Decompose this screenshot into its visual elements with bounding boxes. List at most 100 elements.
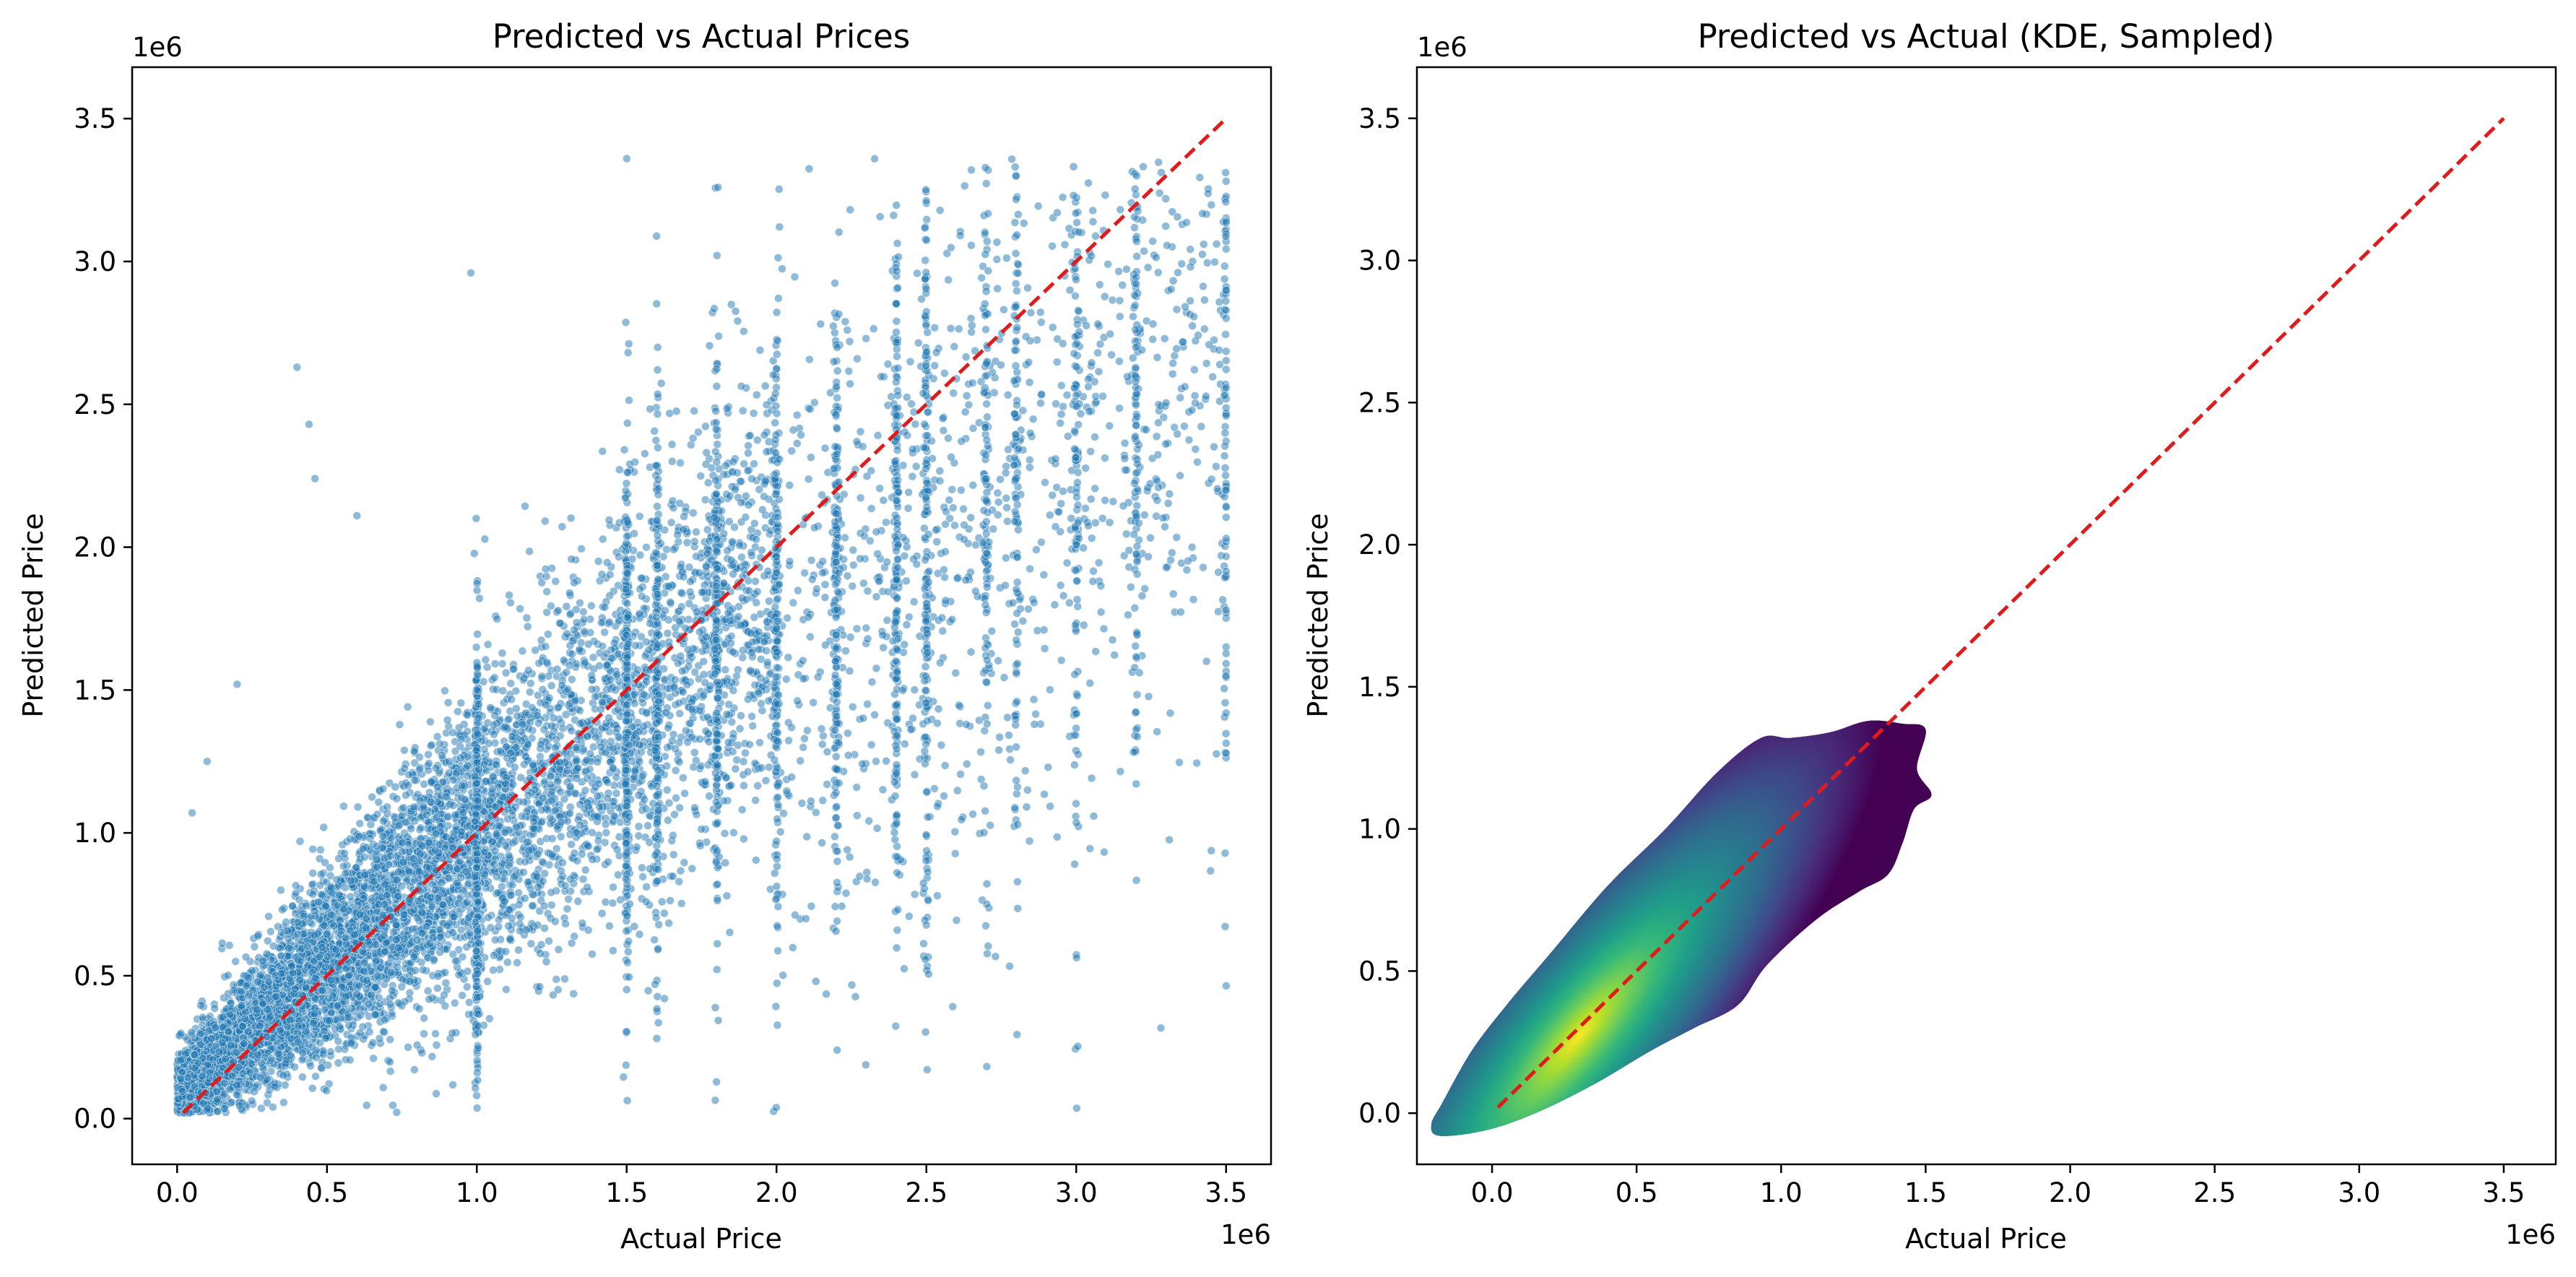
scatter-point bbox=[422, 810, 431, 820]
scatter-point bbox=[290, 989, 299, 998]
scatter-point bbox=[456, 753, 465, 762]
scatter-point bbox=[282, 917, 291, 927]
scatter-point bbox=[448, 1029, 457, 1038]
scatter-point bbox=[454, 899, 463, 908]
scatter-point bbox=[456, 698, 466, 708]
scatter-point bbox=[310, 1009, 319, 1018]
scatter-point bbox=[290, 1062, 300, 1072]
scatter-point bbox=[345, 834, 355, 844]
scatter-point bbox=[552, 975, 561, 984]
scatter-point bbox=[309, 1018, 318, 1028]
scatter-point bbox=[445, 862, 454, 872]
scatter-point bbox=[183, 1073, 193, 1082]
scatter-point bbox=[277, 969, 286, 978]
scatter-point bbox=[379, 932, 389, 940]
scatter-point bbox=[380, 1016, 389, 1025]
scatter-point bbox=[397, 982, 407, 992]
scatter-point bbox=[301, 901, 311, 911]
scatter-point bbox=[319, 1026, 329, 1036]
scatter-point bbox=[443, 716, 452, 724]
scatter-point bbox=[274, 1049, 283, 1058]
scatter-point bbox=[334, 1044, 343, 1054]
scatter-point bbox=[318, 986, 327, 995]
scatter-point bbox=[415, 867, 424, 876]
scatter-point bbox=[378, 1083, 388, 1092]
scatter-point bbox=[373, 841, 381, 851]
scatter-point bbox=[355, 819, 365, 828]
scatter-point bbox=[431, 886, 440, 894]
scatter-point bbox=[464, 997, 474, 1007]
scatter-point bbox=[373, 971, 382, 981]
scatter-point bbox=[266, 1012, 275, 1021]
scatter-point bbox=[431, 1029, 440, 1038]
scatter-point bbox=[407, 824, 416, 834]
scatter-point bbox=[525, 547, 534, 556]
scatter-point bbox=[692, 527, 701, 537]
scatter-point bbox=[352, 863, 360, 872]
scatter-point bbox=[765, 597, 773, 606]
scatter-point bbox=[373, 862, 381, 872]
scatter-point bbox=[410, 758, 420, 768]
scatter-point bbox=[376, 963, 385, 972]
scatter-point bbox=[244, 974, 253, 982]
scatter-point bbox=[451, 810, 460, 820]
scatter-point bbox=[198, 1071, 207, 1081]
scatter-point bbox=[371, 983, 381, 992]
scatter-point bbox=[432, 1089, 441, 1099]
scatter-point bbox=[441, 979, 451, 987]
scatter-point bbox=[308, 844, 318, 854]
scatter-point bbox=[284, 935, 293, 943]
scatter-point bbox=[207, 1034, 216, 1043]
scatter-point bbox=[387, 834, 396, 843]
scatter-point bbox=[196, 1001, 205, 1010]
scatter-point bbox=[352, 990, 362, 999]
scatter-point bbox=[449, 912, 459, 922]
scatter-point bbox=[337, 927, 346, 935]
scatter-point bbox=[286, 1051, 295, 1060]
scatter-point bbox=[378, 817, 388, 826]
scatter-point bbox=[225, 1010, 235, 1019]
scatter-point bbox=[418, 965, 428, 974]
scatter-point bbox=[237, 1001, 246, 1010]
scatter-point bbox=[350, 930, 359, 939]
scatter-point bbox=[198, 1013, 207, 1022]
scatter-point bbox=[506, 891, 516, 900]
scatter-point bbox=[412, 935, 422, 945]
scatter-point bbox=[279, 1070, 288, 1080]
scatter-point bbox=[731, 764, 740, 774]
scatter-point bbox=[316, 870, 326, 879]
scatter-point bbox=[370, 877, 378, 886]
scatter-point bbox=[402, 818, 411, 827]
scatter-point bbox=[415, 765, 424, 774]
scatter-point bbox=[315, 953, 324, 962]
scatter-point bbox=[688, 864, 697, 873]
scatter-point bbox=[277, 905, 287, 914]
scatter-point bbox=[664, 815, 672, 825]
scatter-point bbox=[454, 970, 464, 979]
scatter-point bbox=[438, 900, 447, 909]
scatter-point bbox=[186, 1093, 194, 1102]
scatter-point bbox=[347, 1039, 356, 1048]
scatter-point bbox=[451, 956, 460, 966]
scatter-point bbox=[729, 686, 738, 695]
scatter-point bbox=[441, 968, 450, 977]
scatter-point bbox=[306, 1061, 316, 1070]
scatter-point bbox=[279, 1098, 288, 1107]
scatter-point bbox=[552, 665, 562, 674]
scatter-point bbox=[678, 688, 688, 696]
scatter-point bbox=[298, 1073, 307, 1081]
scatter-point bbox=[428, 902, 437, 912]
scatter-point bbox=[334, 1058, 343, 1068]
scatter-point bbox=[268, 1102, 277, 1112]
scatter-point bbox=[386, 1067, 395, 1075]
scatter-point bbox=[397, 847, 407, 857]
scatter-point bbox=[615, 465, 624, 475]
scatter-point bbox=[311, 974, 320, 982]
scatter-point bbox=[391, 782, 400, 792]
scatter-point bbox=[392, 794, 402, 803]
scatter-point bbox=[513, 958, 521, 967]
scatter-point bbox=[340, 883, 350, 892]
scatter-point bbox=[643, 821, 652, 830]
scatter-point bbox=[341, 868, 350, 878]
scatter-point bbox=[400, 745, 409, 755]
